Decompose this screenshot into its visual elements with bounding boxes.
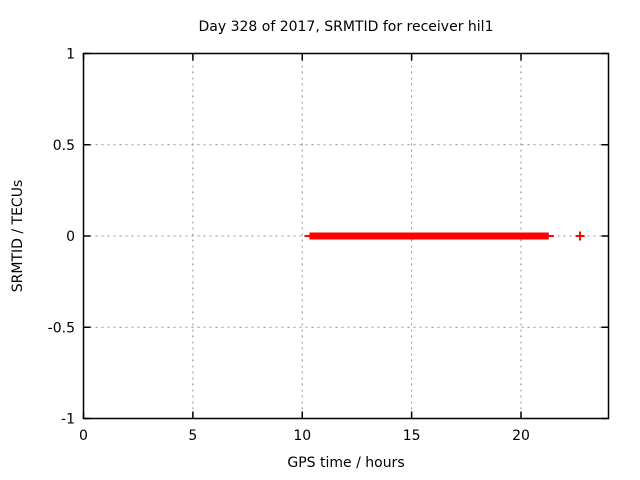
x-axis-label: GPS time / hours	[287, 455, 404, 471]
y-tick-label: 0	[66, 229, 75, 245]
tick-labels: 0 5 10 15 20 -1 -0.5 0 0.5 1	[48, 47, 530, 445]
y-tick-label: 0.5	[53, 138, 75, 154]
gridlines	[83, 53, 609, 419]
axes	[82, 52, 610, 420]
x-tick-label: 0	[79, 428, 88, 444]
x-tick-label: 5	[188, 428, 197, 444]
data-series	[304, 231, 585, 241]
y-axis-label: SRMTID / TECUs	[10, 180, 26, 293]
x-tick-label: 10	[293, 428, 311, 444]
y-tick-label: -0.5	[48, 320, 75, 336]
x-tick-label: 20	[512, 428, 530, 444]
chart-title: Day 328 of 2017, SRMTID for receiver hil…	[199, 19, 494, 35]
y-tick-label: -1	[61, 412, 75, 428]
data-point-marker	[575, 231, 585, 241]
x-tick-label: 15	[403, 428, 421, 444]
plot-border	[82, 52, 610, 420]
y-tick-label: 1	[66, 47, 75, 63]
